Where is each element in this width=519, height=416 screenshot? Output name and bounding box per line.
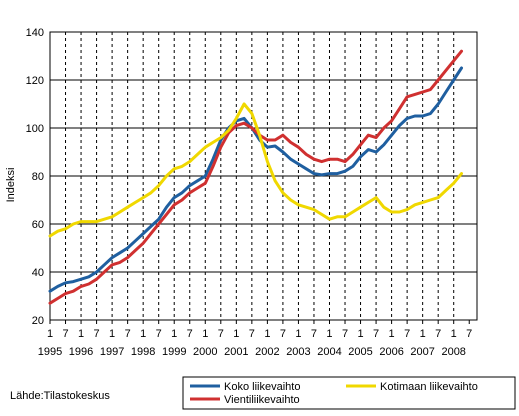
x-tick-label: 1 xyxy=(171,328,177,340)
x-tick-label: 1 xyxy=(295,328,301,340)
x-year-label: 1996 xyxy=(69,346,93,358)
x-tick-label: 7 xyxy=(311,328,317,340)
legend-label: Vientiliikevaihto xyxy=(224,394,300,406)
x-tick-label: 7 xyxy=(342,328,348,340)
x-year-label: 2008 xyxy=(441,346,465,358)
x-tick-label: 7 xyxy=(249,328,255,340)
x-tick-label: 7 xyxy=(404,328,410,340)
y-tick-label: 40 xyxy=(32,267,44,279)
x-tick-label: 7 xyxy=(218,328,224,340)
x-year-label: 2003 xyxy=(286,346,310,358)
x-tick-label: 1 xyxy=(357,328,363,340)
series-lines xyxy=(48,49,463,305)
x-tick-label: 7 xyxy=(280,328,286,340)
x-tick-label: 7 xyxy=(466,328,472,340)
series-line-kotimaan-liikevaihto xyxy=(48,102,463,238)
x-year-label: 1997 xyxy=(100,346,124,358)
x-tick-label: 7 xyxy=(125,328,131,340)
legend-label: Koko liikevaihto xyxy=(224,381,300,393)
x-tick-label: 7 xyxy=(94,328,100,340)
x-tick-label: 1 xyxy=(451,328,457,340)
y-axis-ticks: 20 40 60 80 100 120 140 xyxy=(26,27,44,327)
x-tick-label: 7 xyxy=(435,328,441,340)
x-tick-label: 1 xyxy=(78,328,84,340)
y-tick-label: 60 xyxy=(32,219,44,231)
x-year-label: 2007 xyxy=(410,346,434,358)
x-tick-label: 1 xyxy=(326,328,332,340)
x-tick-label: 1 xyxy=(420,328,426,340)
x-tick-label: 1 xyxy=(202,328,208,340)
x-year-label: 1999 xyxy=(162,346,186,358)
x-tick-label: 1 xyxy=(389,328,395,340)
y-tick-label: 120 xyxy=(26,75,44,87)
x-year-label: 2006 xyxy=(379,346,403,358)
x-tick-label: 1 xyxy=(140,328,146,340)
legend-label: Kotimaan liikevaihto xyxy=(380,381,478,393)
x-tick-label: 1 xyxy=(233,328,239,340)
x-tick-label: 7 xyxy=(187,328,193,340)
plot-frame xyxy=(49,31,478,321)
x-year-label: 2002 xyxy=(255,346,279,358)
x-tick-label: 7 xyxy=(62,328,68,340)
y-tick-label: 140 xyxy=(26,27,44,39)
x-tick-label: 7 xyxy=(373,328,379,340)
series-line-koko-liikevaihto xyxy=(48,66,463,293)
x-tick-label: 1 xyxy=(264,328,270,340)
series-line-vientiliikevaihto xyxy=(48,49,463,305)
y-tick-label: 80 xyxy=(32,171,44,183)
x-year-label: 2005 xyxy=(348,346,372,358)
x-tick-label: 7 xyxy=(156,328,162,340)
x-year-label: 2000 xyxy=(193,346,217,358)
x-axis-year-labels: 1995 1996 1997 1998 1999 2000 2001 2002 2003 2004… xyxy=(38,346,466,358)
y-axis-label: Indeksi xyxy=(5,168,17,203)
legend-box xyxy=(182,376,516,410)
x-year-label: 2004 xyxy=(317,346,341,358)
y-tick-label: 100 xyxy=(26,123,44,135)
source-note: Lähde:Tilastokeskus xyxy=(10,390,110,402)
x-year-label: 1998 xyxy=(131,346,155,358)
grid xyxy=(49,31,478,321)
x-year-label: 1995 xyxy=(38,346,62,358)
y-tick-label: 20 xyxy=(32,315,44,327)
x-tick-label: 1 xyxy=(109,328,115,340)
x-year-label: 2001 xyxy=(224,346,248,358)
x-tick-label: 1 xyxy=(47,328,53,340)
